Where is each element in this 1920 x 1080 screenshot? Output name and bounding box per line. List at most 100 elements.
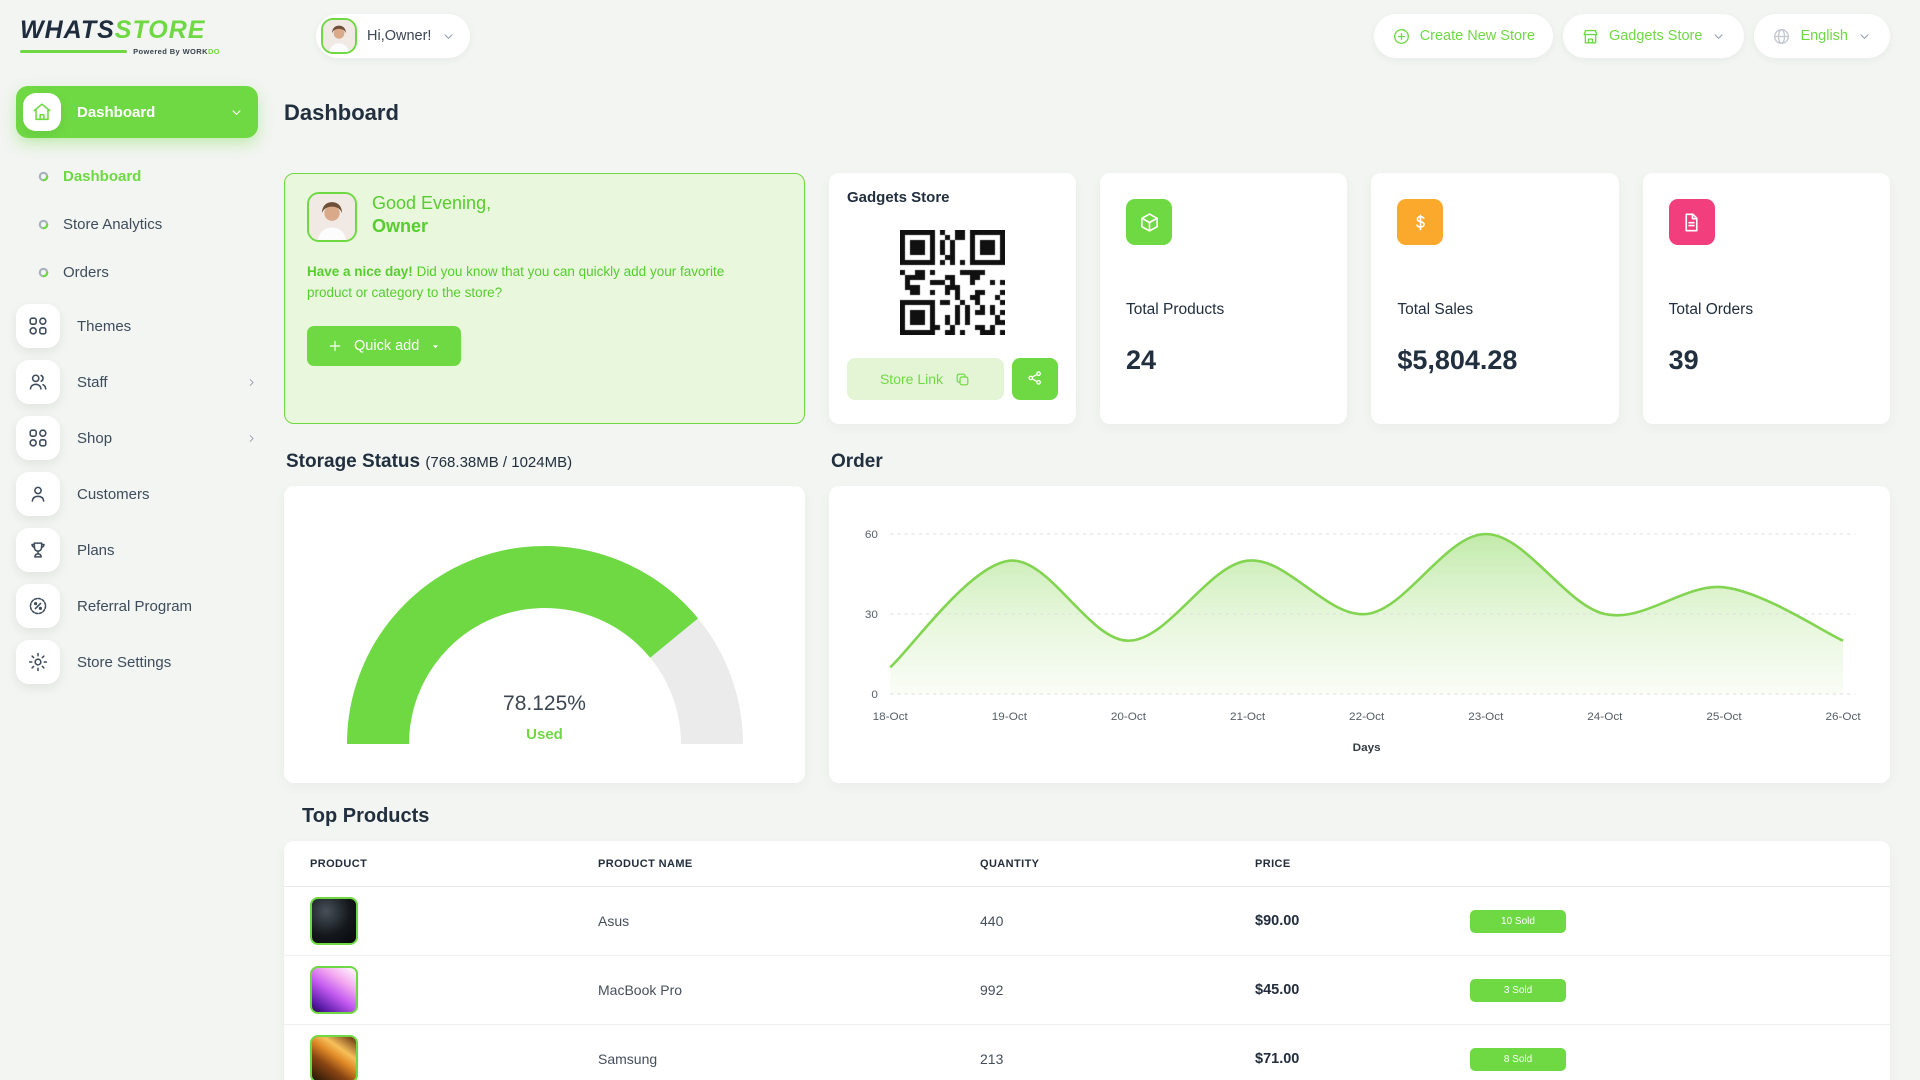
store-icon — [1581, 27, 1600, 46]
price-cell: $71.00 — [1255, 1051, 1300, 1067]
order-area-chart: 0 30 60 18-Oct 19-Oct 20-Oct 21-Oct 22-Oct 23-Oc… — [865, 528, 1862, 754]
store-link-button[interactable]: Store Link — [847, 358, 1004, 400]
sold-status-badge: 10 Sold — [1470, 909, 1566, 933]
stat-label: Total Products — [1126, 301, 1225, 318]
user-menu[interactable]: Hi,Owner! — [316, 14, 471, 58]
store-selector-dropdown[interactable]: Gadgets Store — [1562, 14, 1745, 58]
logo-store: STORE — [114, 16, 206, 44]
sidebar-sub-menu: Dashboard Store Analytics Orders — [16, 152, 258, 296]
create-new-store-button[interactable]: Create New Store — [1373, 14, 1553, 58]
samsung-product-image — [310, 1035, 358, 1080]
product-name-cell: MacBook Pro — [598, 982, 683, 998]
plus-circle-icon — [1392, 27, 1411, 46]
storage-gauge-card: 78.125% Used — [284, 486, 805, 783]
greeting-message-body: Did you know that you can quickly add yo… — [307, 264, 725, 300]
sidebar-sub-item-label: Dashboard — [63, 167, 142, 185]
gear-icon — [16, 640, 60, 684]
create-new-store-label: Create New Store — [1419, 28, 1535, 44]
svg-text:24-Oct: 24-Oct — [1587, 710, 1623, 723]
sidebar-sub-item-label: Store Analytics — [63, 215, 163, 233]
quantity-cell: 213 — [980, 1051, 1004, 1067]
table-row: Samsung 213 $71.00 8 Sold — [284, 1025, 1890, 1080]
sidebar-item-store-settings[interactable]: Store Settings — [16, 640, 258, 684]
quick-add-button[interactable]: Quick add — [307, 325, 462, 366]
column-header-product: PRODUCT — [310, 857, 368, 870]
top-bar: WHATSSTORE Powered By WORKDO Hi,Owner! C… — [0, 0, 1920, 64]
column-header-quantity: QUANTITY — [980, 857, 1040, 870]
sidebar-item-label: Referral Program — [77, 597, 193, 615]
logo-text: WHATSSTORE — [20, 16, 270, 45]
greeting-card: Good Evening, Owner Have a nice day! Did… — [284, 173, 805, 424]
table-row: MacBook Pro 992 $45.00 3 Sold — [284, 956, 1890, 1025]
workdo-brand: WORK — [182, 47, 208, 56]
workdo-brand-suffix: DO — [207, 47, 220, 56]
column-header-product-name: PRODUCT NAME — [598, 857, 693, 870]
sidebar-item-plans[interactable]: Plans — [16, 528, 258, 572]
bullet-icon — [38, 171, 49, 182]
storage-gauge: 78.125% Used — [345, 544, 745, 751]
sidebar-sub-item-label: Orders — [63, 263, 109, 281]
quantity-cell: 440 — [980, 913, 1004, 929]
user-avatar — [321, 18, 357, 54]
storage-percent-value: 78.125% — [503, 692, 586, 715]
stat-value: 24 — [1126, 345, 1157, 375]
sidebar-item-staff[interactable]: Staff — [16, 360, 258, 404]
greeting-line1: Good Evening, — [372, 193, 492, 213]
table-row: Asus 440 $90.00 10 Sold — [284, 887, 1890, 956]
chevron-down-icon — [1857, 29, 1872, 44]
stat-value: 39 — [1668, 345, 1699, 375]
svg-text:25-Oct: 25-Oct — [1706, 710, 1742, 723]
store-link-label: Store Link — [879, 371, 944, 387]
sidebar-item-customers[interactable]: Customers — [16, 472, 258, 516]
sidebar-sub-item-dashboard[interactable]: Dashboard — [16, 152, 258, 200]
top-products-table: PRODUCT PRODUCT NAME QUANTITY PRICE Asus… — [284, 841, 1890, 1080]
chevron-down-icon — [441, 29, 456, 44]
store-qr-card: Gadgets Store Store Link — [829, 173, 1076, 424]
sidebar: Dashboard Dashboard Store Analytics Orde… — [0, 64, 284, 1080]
sold-status-badge: 3 Sold — [1470, 978, 1566, 1002]
store-card-title: Gadgets Store — [847, 189, 950, 206]
main-content: Dashboard Good Evening, Owner Have a nic… — [284, 64, 1920, 1080]
trophy-icon — [16, 528, 60, 572]
sidebar-item-themes[interactable]: Themes — [16, 304, 258, 348]
users-icon — [16, 360, 60, 404]
invoice-icon — [1668, 199, 1715, 245]
stat-label: Total Orders — [1668, 301, 1754, 318]
logo-whats: WHATS — [20, 16, 115, 44]
share-store-button[interactable] — [1012, 358, 1058, 400]
price-cell: $45.00 — [1255, 982, 1300, 998]
order-chart-title: Order — [831, 451, 883, 472]
logo-powered-by: Powered By WORKDO — [20, 47, 220, 56]
quick-add-label: Quick add — [354, 337, 420, 354]
copy-icon — [954, 371, 971, 388]
top-bar-actions: Create New Store Gadgets Store English — [1373, 14, 1890, 58]
svg-text:60: 60 — [865, 528, 878, 541]
logo-underline — [20, 50, 128, 53]
stat-card-total-sales: Total Sales $5,804.28 — [1371, 173, 1619, 424]
order-chart-card: 0 30 60 18-Oct 19-Oct 20-Oct 21-Oct 22-Oct 23-Oc… — [829, 486, 1890, 783]
sidebar-item-shop[interactable]: Shop — [16, 416, 258, 460]
language-label: English — [1800, 28, 1848, 44]
language-dropdown[interactable]: English — [1754, 14, 1890, 58]
bullet-icon — [38, 219, 49, 230]
package-icon — [1126, 199, 1172, 245]
sidebar-item-label: Themes — [77, 317, 132, 335]
svg-text:22-Oct: 22-Oct — [1349, 710, 1385, 723]
chevron-right-icon — [245, 432, 258, 445]
stat-value: $5,804.28 — [1397, 345, 1518, 375]
svg-text:23-Oct: 23-Oct — [1468, 710, 1504, 723]
product-name-cell: Samsung — [598, 1051, 658, 1067]
svg-text:26-Oct: 26-Oct — [1825, 710, 1861, 723]
sidebar-group-dashboard[interactable]: Dashboard — [16, 86, 258, 138]
sidebar-sub-item-orders[interactable]: Orders — [16, 248, 258, 296]
sidebar-item-label: Plans — [77, 541, 115, 559]
sidebar-sub-item-store-analytics[interactable]: Store Analytics — [16, 200, 258, 248]
sidebar-item-referral-program[interactable]: Referral Program — [16, 584, 258, 628]
svg-text:30: 30 — [865, 608, 878, 621]
greeting-line2: Owner — [372, 215, 429, 236]
table-body: Asus 440 $90.00 10 Sold MacBook Pro 992 … — [284, 887, 1890, 1080]
quantity-cell: 992 — [980, 982, 1004, 998]
owner-avatar — [307, 192, 357, 242]
whatsstore-logo: WHATSSTORE Powered By WORKDO — [20, 16, 270, 56]
